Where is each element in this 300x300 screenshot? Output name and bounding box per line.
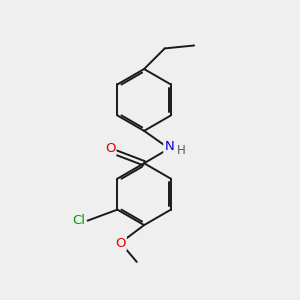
Text: H: H (177, 144, 186, 158)
Text: O: O (115, 237, 126, 250)
Text: O: O (105, 142, 116, 155)
Text: Cl: Cl (72, 214, 85, 227)
Text: N: N (164, 140, 174, 153)
